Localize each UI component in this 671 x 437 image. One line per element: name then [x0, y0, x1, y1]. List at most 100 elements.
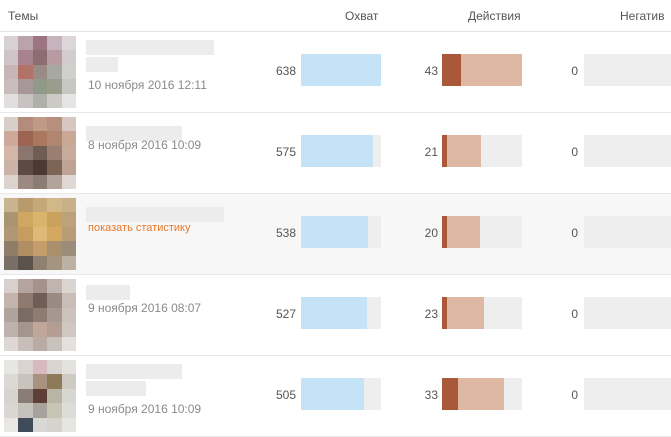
- thumbnail-pixel: [32, 388, 48, 404]
- thumbnail-pixel: [32, 93, 48, 108]
- reach-bar: [301, 54, 381, 86]
- actions-value: 20: [424, 226, 438, 240]
- thumbnail-pixel: [61, 322, 76, 337]
- thumbnail-pixel: [61, 388, 76, 404]
- thumbnail-pixel: [32, 241, 48, 256]
- thumbnail-pixel: [18, 307, 33, 323]
- negative-value: 0: [571, 145, 578, 159]
- column-header-negative[interactable]: Негатив: [620, 9, 665, 23]
- thumbnail-pixel: [61, 417, 76, 432]
- reach-bar-fill: [301, 54, 381, 86]
- thumbnail-pixel: [61, 160, 76, 175]
- reach-bar-fill: [301, 297, 368, 329]
- thumbnail-pixel: [32, 255, 48, 270]
- negative-bar: [584, 297, 671, 329]
- thumbnail-pixel: [32, 79, 48, 94]
- thumbnail-pixel: [47, 160, 62, 175]
- thumbnail-pixel: [4, 131, 19, 146]
- thumbnail-pixel: [47, 64, 62, 80]
- thumbnail-pixel: [32, 293, 48, 308]
- thumbnail-pixel: [4, 388, 19, 404]
- thumbnail-pixel: [47, 131, 62, 146]
- actions-bar-dark-segment: [442, 135, 447, 167]
- thumbnail-pixel: [18, 360, 33, 375]
- column-header-actions[interactable]: Действия: [468, 9, 521, 23]
- thumbnail-pixel: [4, 374, 19, 389]
- topic-thumbnail[interactable]: [4, 36, 76, 108]
- thumbnail-pixel: [18, 36, 33, 51]
- thumbnail-pixel: [47, 226, 62, 242]
- thumbnail-pixel: [4, 79, 19, 94]
- show-statistics-link[interactable]: показать статистику: [88, 222, 191, 234]
- thumbnail-pixel: [47, 360, 62, 375]
- topic-thumbnail[interactable]: [4, 117, 76, 189]
- thumbnail-pixel: [61, 198, 76, 213]
- thumbnail-pixel: [32, 336, 48, 351]
- thumbnail-pixel: [4, 241, 19, 256]
- table-row[interactable]: 10 ноября 2016 12:11 638 43 0: [0, 32, 671, 113]
- topic-thumbnail[interactable]: [4, 279, 76, 351]
- table-row[interactable]: 9 ноября 2016 10:09 505 33 0: [0, 356, 671, 437]
- negative-value: 0: [571, 307, 578, 321]
- thumbnail-pixel: [61, 279, 76, 294]
- thumbnail-pixel: [4, 279, 19, 294]
- reach-bar: [301, 378, 381, 410]
- reach-bar-fill: [301, 216, 369, 248]
- topic-thumbnail[interactable]: [4, 360, 76, 432]
- thumbnail-pixel: [4, 160, 19, 175]
- thumbnail-pixel: [61, 241, 76, 256]
- thumbnail-pixel: [32, 403, 48, 418]
- negative-value: 0: [571, 64, 578, 78]
- column-header-reach[interactable]: Охват: [345, 9, 379, 23]
- thumbnail-pixel: [32, 198, 48, 213]
- thumbnail-pixel: [32, 226, 48, 242]
- thumbnail-pixel: [47, 241, 62, 256]
- thumbnail-pixel: [4, 293, 19, 308]
- thumbnail-pixel: [18, 50, 33, 65]
- reach-bar: [301, 135, 381, 167]
- thumbnail-pixel: [61, 117, 76, 132]
- thumbnail-pixel: [47, 388, 62, 404]
- thumbnail-pixel: [61, 226, 76, 242]
- actions-bar-fill: [442, 135, 482, 167]
- actions-value: 33: [424, 388, 438, 402]
- topic-thumbnail[interactable]: [4, 198, 76, 270]
- table-row[interactable]: 9 ноября 2016 08:07 527 23 0: [0, 275, 671, 356]
- thumbnail-pixel: [61, 293, 76, 308]
- thumbnail-pixel: [18, 198, 33, 213]
- thumbnail-pixel: [18, 212, 33, 227]
- thumbnail-pixel: [61, 145, 76, 161]
- thumbnail-pixel: [18, 336, 33, 351]
- topic-date: 8 ноября 2016 10:09: [88, 138, 202, 152]
- negative-bar: [584, 54, 671, 86]
- thumbnail-pixel: [32, 360, 48, 375]
- negative-bar: [584, 378, 671, 410]
- thumbnail-pixel: [18, 374, 33, 389]
- thumbnail-pixel: [47, 374, 62, 389]
- thumbnail-pixel: [4, 212, 19, 227]
- thumbnail-pixel: [32, 160, 48, 175]
- column-header-topics[interactable]: Темы: [8, 9, 39, 23]
- actions-bar: [442, 297, 522, 329]
- thumbnail-pixel: [18, 403, 33, 418]
- thumbnail-pixel: [61, 336, 76, 351]
- table-row[interactable]: 8 ноября 2016 10:09 575 21 0: [0, 113, 671, 194]
- thumbnail-pixel: [47, 198, 62, 213]
- thumbnail-pixel: [4, 307, 19, 323]
- thumbnail-pixel: [61, 174, 76, 189]
- thumbnail-pixel: [47, 145, 62, 161]
- thumbnail-pixel: [18, 322, 33, 337]
- thumbnail-pixel: [4, 50, 19, 65]
- table-row[interactable]: показать статистику 538 20 0: [0, 194, 671, 275]
- thumbnail-pixel: [4, 336, 19, 351]
- thumbnail-pixel: [47, 322, 62, 337]
- thumbnail-pixel: [18, 226, 33, 242]
- negative-bar: [584, 135, 671, 167]
- thumbnail-pixel: [61, 212, 76, 227]
- thumbnail-pixel: [47, 336, 62, 351]
- thumbnail-pixel: [32, 279, 48, 294]
- reach-bar-fill: [301, 135, 373, 167]
- actions-bar-dark-segment: [442, 54, 462, 86]
- thumbnail-pixel: [47, 50, 62, 65]
- thumbnail-pixel: [47, 117, 62, 132]
